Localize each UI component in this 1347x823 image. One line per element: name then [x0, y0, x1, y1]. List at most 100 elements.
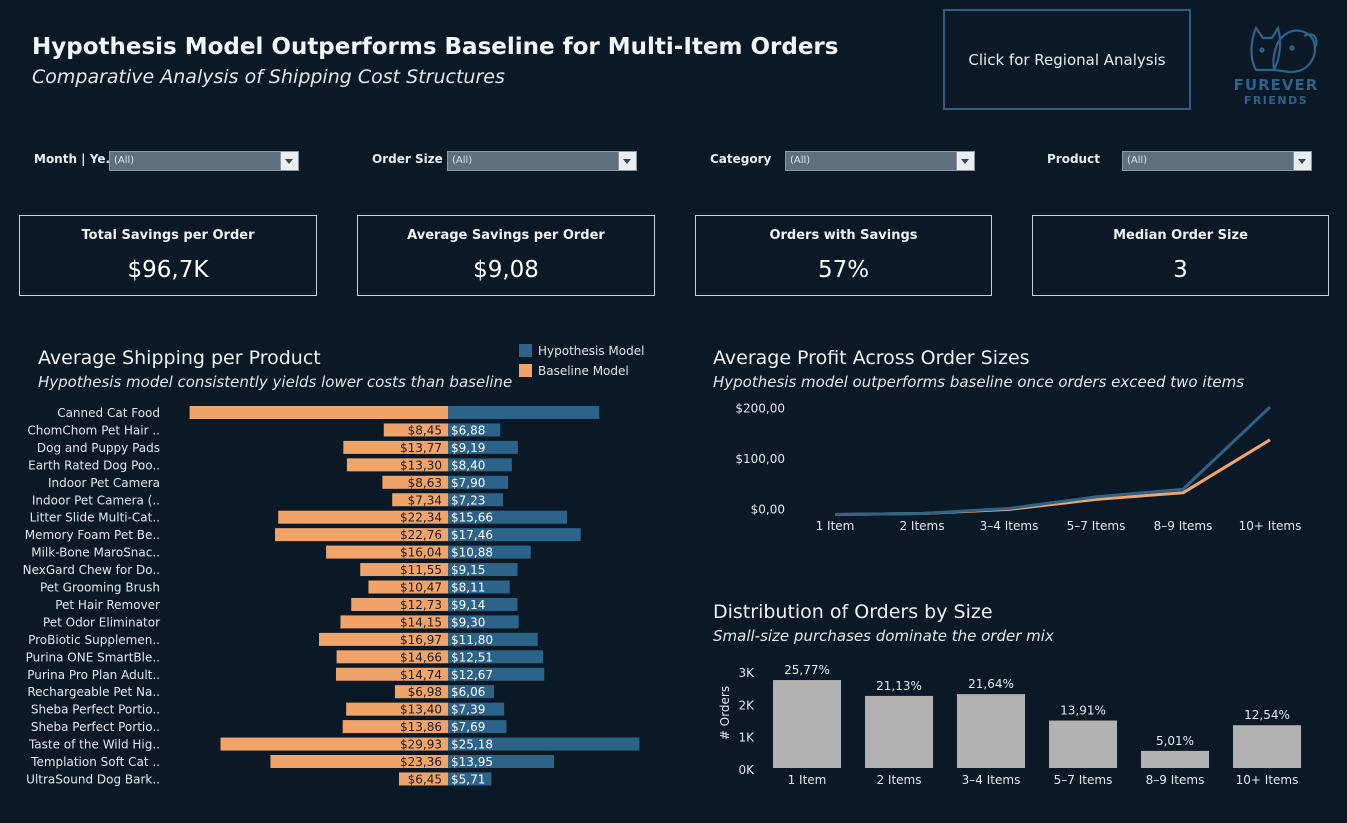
hypothesis-bar: [448, 615, 519, 629]
hypothesis-data-label: $9,14: [451, 598, 485, 612]
product-label: Sheba Perfect Portio..: [31, 720, 160, 734]
hypothesis-bar: [448, 528, 581, 542]
hypothesis-data-label: $25,18: [451, 738, 493, 752]
kpi-value: 57%: [817, 257, 870, 283]
hypothesis-bar: [448, 755, 555, 768]
y-axis-label: # Orders: [718, 686, 732, 740]
product-label: ChomChom Pet Hair ..: [27, 423, 160, 437]
baseline-bar: [335, 667, 448, 681]
hypothesis-bar: [448, 458, 512, 472]
chevron-down-icon[interactable]: [618, 152, 636, 170]
product-label: Milk-Bone MaroSnac..: [31, 546, 160, 560]
legend-item-baseline: Baseline Model: [519, 364, 629, 378]
shipping-chart-subtitle: Hypothesis model consistently yields low…: [38, 373, 513, 391]
order-size-bar: [1049, 720, 1117, 768]
product-label: Indoor Pet Camera (..: [32, 493, 160, 507]
hypothesis-data-label: $17,46: [451, 528, 493, 542]
baseline-data-label: $22,76: [400, 528, 442, 542]
x-tick-label: 1 Item: [816, 519, 855, 533]
baseline-data-label: $7,34: [408, 493, 442, 507]
chevron-down-icon[interactable]: [956, 152, 974, 170]
product-label: ProBiotic Supplemen..: [28, 633, 160, 647]
product-label: Memory Foam Pet Be..: [25, 528, 160, 542]
hypothesis-data-label: $13,95: [451, 755, 493, 769]
page-title: Hypothesis Model Outperforms Baseline fo…: [32, 34, 839, 60]
hypothesis-data-label: $6,06: [451, 685, 485, 699]
percentage-data-label: 21,64%: [968, 677, 1014, 691]
x-tick-label: 10+ Items: [1236, 773, 1299, 787]
filter-select-product[interactable]: (All): [1122, 151, 1312, 171]
page-subtitle: Comparative Analysis of Shipping Cost St…: [32, 66, 505, 88]
baseline-data-label: $11,55: [400, 563, 442, 577]
hypothesis-bar: [448, 580, 510, 594]
product-label: Dog and Puppy Pads: [37, 441, 160, 455]
baseline-bar: [270, 755, 448, 768]
baseline-data-label: $13,30: [400, 458, 442, 472]
y-tick-label: 1K: [738, 731, 755, 745]
legend-swatch-hypothesis: [519, 344, 532, 357]
hypothesis-data-label: $6,88: [451, 423, 485, 437]
order-size-bar: [1233, 725, 1301, 768]
baseline-data-label: $22,34: [400, 511, 442, 525]
y-tick-label: 2K: [738, 698, 755, 712]
filter-select-month-year[interactable]: (All): [109, 151, 299, 171]
baseline-bar: [278, 510, 448, 524]
hypothesis-data-label: $12,51: [451, 650, 493, 664]
baseline-data-label: $8,63: [408, 476, 442, 490]
logo-text-line2: FRIENDS: [1244, 94, 1308, 107]
hypothesis-data-label: $7,69: [451, 720, 485, 734]
baseline-bar: [346, 458, 448, 472]
baseline-data-label: $13,86: [400, 720, 442, 734]
dog-cat-logo-icon: FUREVER FRIENDS: [1234, 25, 1318, 107]
hypothesis-data-label: $10,88: [451, 546, 493, 560]
hypothesis-data-label: $7,23: [451, 493, 485, 507]
chevron-down-icon[interactable]: [280, 152, 298, 170]
profit-line-chart: $200,00 $100,00 $0,00 1 Item 2 Items 3–4 Item…: [735, 402, 1301, 533]
baseline-data-label: $23,36: [400, 755, 442, 769]
product-label: Rechargeable Pet Na..: [27, 685, 160, 699]
product-label: UltraSound Dog Bark..: [26, 772, 160, 786]
product-label: Pet Hair Remover: [55, 598, 160, 612]
chevron-down-icon[interactable]: [1293, 152, 1311, 170]
order-size-bar: [865, 695, 933, 768]
baseline-bar: [392, 493, 448, 507]
filter-select-order-size[interactable]: (All): [447, 151, 637, 171]
product-label: NexGard Chew for Do..: [23, 563, 160, 577]
baseline-data-label: $14,66: [400, 650, 442, 664]
baseline-bar: [368, 580, 448, 594]
kpi-label: Orders with Savings: [769, 228, 918, 243]
distribution-bar-chart: # Orders 3K 2K 1K 0K 25,77% 1 Item 21,13% 2 Item…: [718, 663, 1301, 787]
baseline-data-label: $14,74: [400, 668, 442, 682]
hypothesis-bar: [448, 475, 509, 489]
shipping-chart-title: Average Shipping per Product: [38, 347, 321, 369]
filter-label-category: Category: [710, 152, 772, 166]
y-tick-label: 3K: [738, 666, 755, 680]
hypothesis-bar: [448, 650, 544, 664]
hypothesis-data-label: $11,80: [451, 633, 493, 647]
kpi-value: $9,08: [473, 257, 539, 283]
product-label: Pet Grooming Brush: [40, 581, 160, 595]
kpi-card-total-savings: Total Savings per Order $96,7K: [19, 215, 317, 296]
percentage-data-label: 21,13%: [876, 679, 922, 693]
percentage-data-label: 5,01%: [1156, 734, 1194, 748]
hypothesis-data-label: $7,39: [451, 703, 485, 717]
order-size-bar: [957, 694, 1025, 768]
profit-chart-subtitle: Hypothesis model outperforms baseline on…: [713, 373, 1245, 391]
regional-analysis-button[interactable]: Click for Regional Analysis: [943, 9, 1191, 110]
filter-select-category[interactable]: (All): [785, 151, 975, 171]
hypothesis-line: [834, 405, 1272, 516]
filter-label-product: Product: [1047, 152, 1100, 166]
y-tick-label: $100,00: [735, 452, 785, 466]
baseline-bar: [360, 563, 448, 577]
baseline-bar: [383, 423, 448, 437]
baseline-data-label: $6,45: [408, 772, 442, 786]
hypothesis-bar: [448, 737, 640, 751]
baseline-bar: [346, 702, 448, 716]
product-label: Canned Cat Food: [57, 406, 160, 420]
percentage-data-label: 13,91%: [1060, 704, 1106, 718]
kpi-label: Average Savings per Order: [407, 228, 605, 243]
legend-swatch-baseline: [519, 364, 532, 377]
hypothesis-data-label: $8,11: [451, 581, 485, 595]
hypothesis-bar: [448, 545, 531, 559]
x-tick-label: 5–7 Items: [1067, 519, 1126, 533]
